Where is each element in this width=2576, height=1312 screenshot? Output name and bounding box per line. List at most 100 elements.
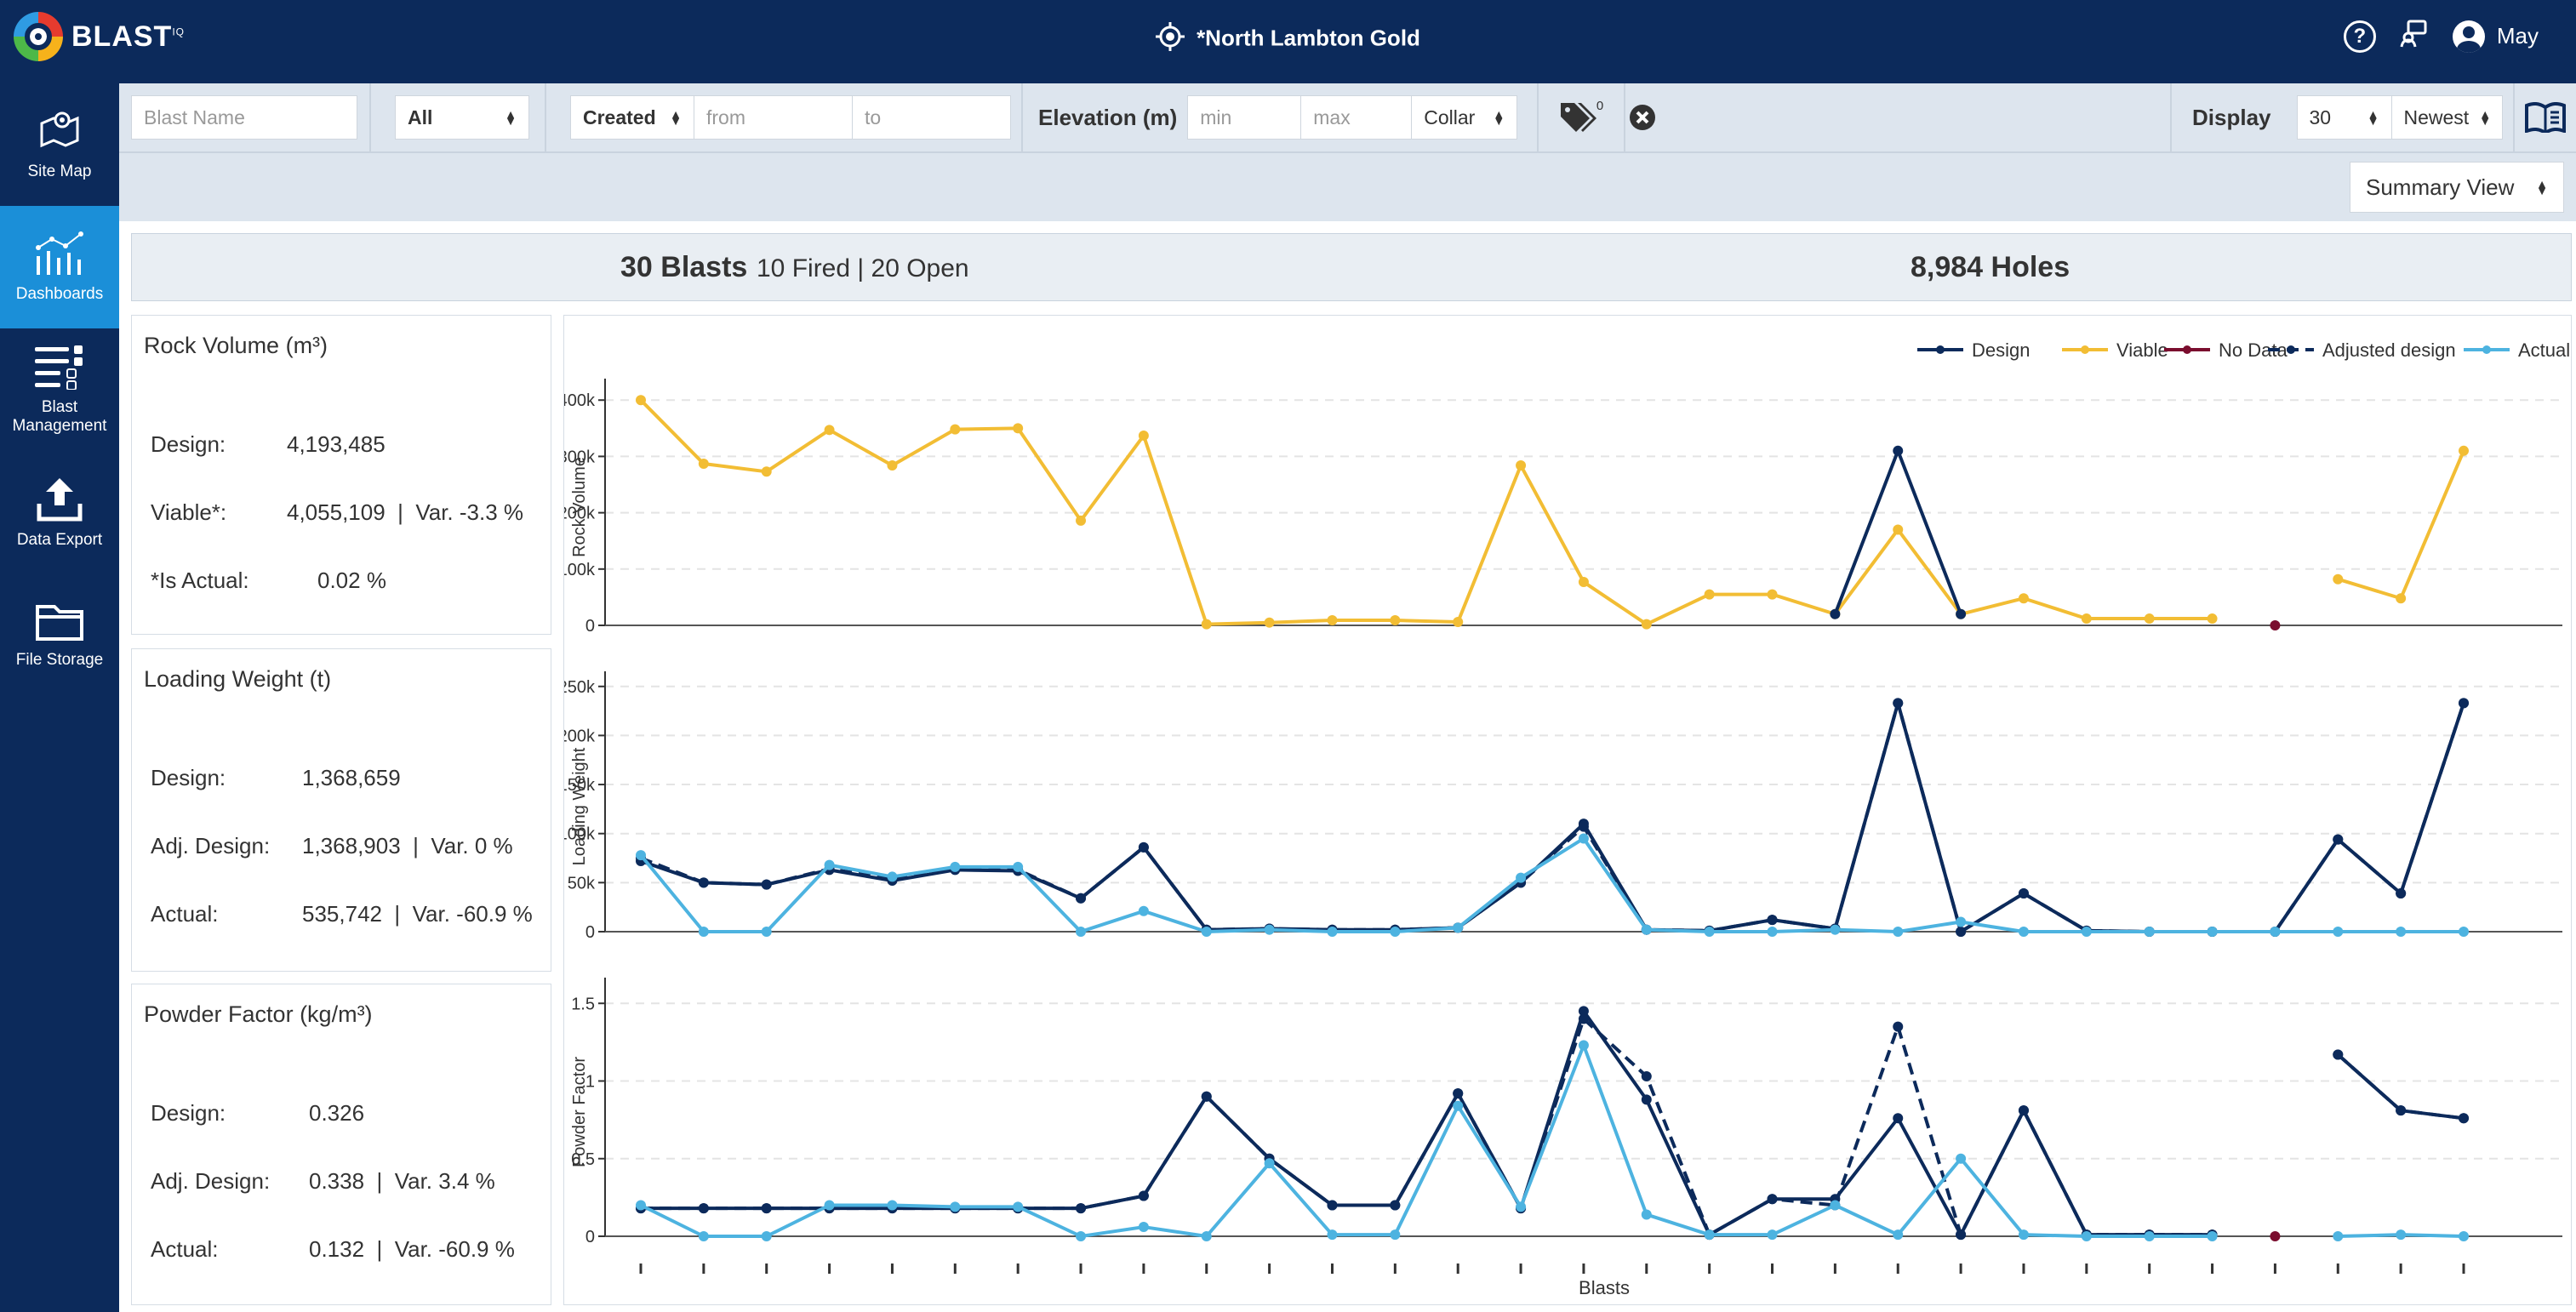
- data-point-actual: [1578, 833, 1589, 844]
- data-point-design: [1893, 445, 1904, 456]
- data-point-actual: [824, 1200, 835, 1211]
- data-point-actual: [1830, 924, 1841, 935]
- feedback-icon[interactable]: [2400, 19, 2429, 54]
- data-point-viable: [2333, 573, 2344, 585]
- legend-marker: [2482, 345, 2491, 354]
- site-selector[interactable]: *North Lambton Gold: [1197, 25, 1420, 51]
- data-point-design: [1956, 608, 1967, 619]
- data-point-actual: [2459, 1231, 2469, 1241]
- blast-chart-panel: Design Viable No Data Adjusted design Actual…: [558, 315, 2572, 1305]
- rock-volume-card: Rock Volume (m³) Design: 4,193,485 Viable…: [131, 315, 551, 635]
- nav-label: Site Map: [27, 163, 92, 180]
- data-point-viable: [698, 459, 709, 470]
- data-point-design: [1893, 1113, 1904, 1124]
- sort-select[interactable]: Newest ▲ ▼: [2391, 95, 2503, 140]
- data-point-actual: [1264, 924, 1275, 935]
- y-tick-label: 150k: [564, 776, 596, 795]
- y-tick-label: 200k: [564, 505, 596, 523]
- date-to-input[interactable]: to: [853, 95, 1011, 140]
- elevation-max-input[interactable]: max: [1301, 95, 1413, 140]
- app-name-suffix: IQ: [172, 26, 185, 38]
- data-point-adjusted-design: [1767, 915, 1778, 926]
- series-line-actual: [639, 836, 2464, 933]
- data-point-adjusted-design: [1578, 821, 1589, 832]
- data-point-actual: [1201, 1231, 1212, 1241]
- nav-file-storage[interactable]: File Storage: [0, 573, 119, 696]
- display-count-select[interactable]: 30 ▲ ▼: [2296, 95, 2392, 140]
- date-field-select[interactable]: Created ▲ ▼: [570, 95, 694, 140]
- nav-data-export[interactable]: Data Export: [0, 451, 119, 573]
- tags-icon: [1560, 103, 1596, 132]
- date-from-input[interactable]: from: [694, 95, 853, 140]
- nav-dashboards[interactable]: Dashboards: [0, 206, 119, 328]
- map-icon: [40, 111, 79, 148]
- y-tick-label: 400k: [564, 391, 596, 410]
- hole-count: 8,984 Holes: [1911, 251, 2071, 283]
- legend-marker: [2081, 345, 2089, 354]
- data-point-design: [1830, 608, 1841, 619]
- help-icon[interactable]: ?: [2343, 20, 2376, 53]
- y-axis-label: Powder Factor: [570, 1057, 589, 1167]
- y-tick-label: 50k: [568, 874, 596, 893]
- data-point-actual: [950, 861, 961, 872]
- data-point-actual: [950, 1201, 961, 1212]
- upload-icon: [37, 478, 83, 522]
- app-logo[interactable]: BLASTIQ: [14, 12, 185, 61]
- data-point-adjusted-design: [761, 879, 772, 890]
- data-point-actual: [1956, 1153, 1967, 1164]
- data-point-viable: [2081, 613, 2092, 625]
- data-point-viable: [1641, 619, 1652, 630]
- data-point-adjusted-design: [1893, 1021, 1904, 1032]
- y-tick-label: 1: [585, 1073, 595, 1092]
- design-label: Design:: [151, 431, 226, 457]
- data-point-adjusted-design: [2396, 1105, 2407, 1116]
- data-point-adjusted-design: [1578, 1013, 1589, 1024]
- series-line-viable: [2337, 450, 2465, 601]
- summary-bar: 30 Blasts 10 Fired | 20 Open 8,984 Holes: [131, 233, 2572, 301]
- data-point-actual: [1076, 927, 1087, 937]
- nav-site-map[interactable]: Site Map: [0, 83, 119, 206]
- design-value: 4,193,485: [287, 431, 386, 457]
- user-menu[interactable]: May: [2452, 20, 2539, 53]
- data-point-actual: [1390, 927, 1401, 937]
- chart-panel-2: 0 50k 100k 150k 200k 250k Loading Weight: [558, 671, 2562, 942]
- data-point-actual: [1327, 1229, 1338, 1241]
- data-point-viable: [2207, 613, 2218, 625]
- data-point-actual: [1516, 872, 1527, 883]
- data-point-actual: [1390, 1229, 1401, 1241]
- legend-marker: [2287, 345, 2295, 354]
- data-point-actual: [1767, 1229, 1778, 1241]
- data-point-viable: [824, 425, 835, 436]
- status-select[interactable]: All ▲ ▼: [395, 95, 529, 140]
- series-line-actual: [640, 1043, 2213, 1238]
- tag-filter[interactable]: 0: [1539, 83, 1625, 151]
- elevation-min-input[interactable]: min: [1187, 95, 1302, 140]
- logo-mark-icon: [14, 12, 63, 61]
- data-point-adjusted-design: [698, 877, 709, 888]
- nav-label: Blast Management: [12, 398, 107, 435]
- clear-filters-icon[interactable]: [1629, 104, 1656, 131]
- data-point-viable: [1327, 615, 1338, 626]
- data-point-actual: [887, 1200, 898, 1211]
- data-point-actual: [1201, 927, 1212, 937]
- blast-name-input[interactable]: Blast Name: [131, 95, 357, 140]
- data-point-viable: [2459, 445, 2469, 456]
- data-point-actual: [887, 871, 898, 882]
- data-point-viable: [1893, 524, 1904, 535]
- nav-blast-management[interactable]: Blast Management: [0, 328, 119, 451]
- sort-arrows-icon: ▲ ▼: [2367, 107, 2379, 128]
- guide-book-icon[interactable]: [2525, 102, 2566, 133]
- data-point-actual: [824, 859, 835, 870]
- sort-arrows-icon: ▲ ▼: [2536, 177, 2548, 197]
- viable-label: Viable*:: [151, 499, 227, 525]
- design-value: 1,368,659: [302, 765, 401, 790]
- data-point-actual: [2144, 1231, 2155, 1241]
- data-point-adjusted-design: [1767, 1194, 1778, 1205]
- series-line-adjusted-design: [640, 701, 2465, 933]
- elevation-ref-select[interactable]: Collar ▲ ▼: [1412, 95, 1518, 140]
- data-point-actual: [2459, 927, 2469, 937]
- data-point-actual: [1830, 1200, 1841, 1211]
- actual-label: Actual:: [151, 901, 219, 927]
- view-mode-select[interactable]: Summary View ▲ ▼: [2350, 162, 2564, 213]
- adj-design-label: Adj. Design:: [151, 1168, 271, 1194]
